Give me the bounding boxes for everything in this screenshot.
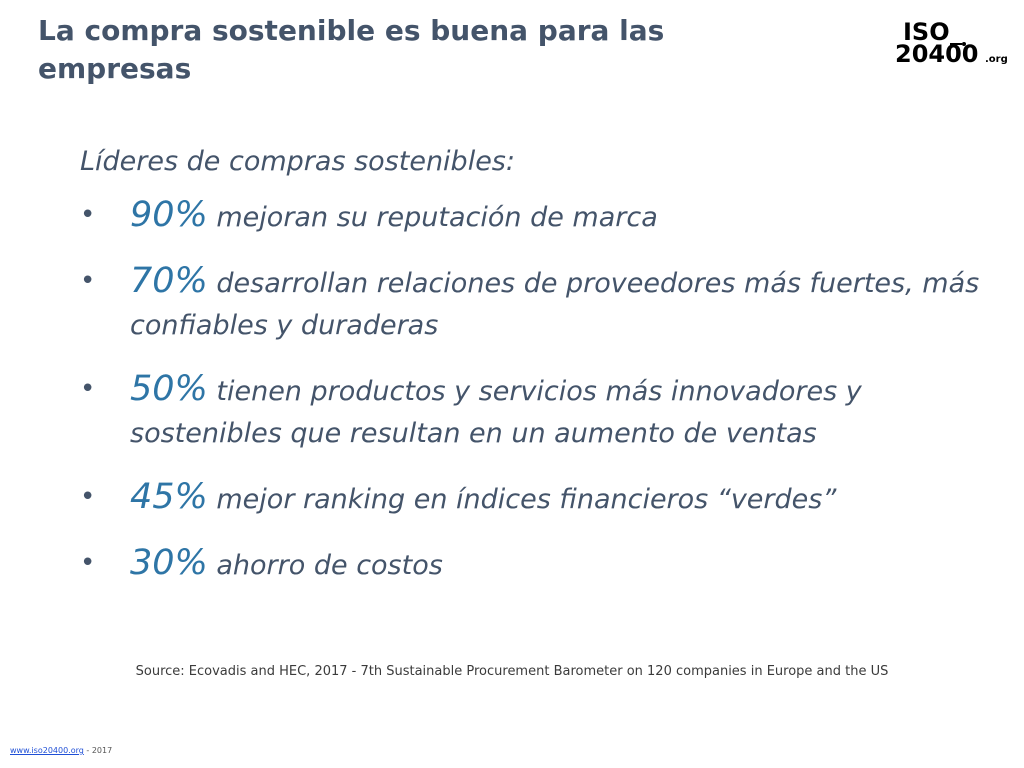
iso20400-logo-graphic: ISO 20400 .org (895, 18, 1008, 68)
bullet-text: mejor ranking en índices financieros “ve… (207, 484, 837, 515)
logo-connector-dot (962, 42, 966, 46)
logo-suffix: .org (985, 54, 1008, 65)
footer-link[interactable]: www.iso20400.org (10, 746, 84, 755)
bullet-marker: • (80, 374, 96, 404)
bullet-percent: 45% (130, 477, 208, 517)
bullet-percent: 30% (130, 543, 208, 583)
footer: www.iso20400.org - 2017 (10, 746, 112, 755)
bullet-text: ahorro de costos (207, 550, 443, 581)
bullet-item: • 50% tienen productos y servicios más i… (80, 368, 980, 455)
logo-line1: ISO (903, 18, 950, 46)
bullet-item: • 30% ahorro de costos (80, 542, 980, 587)
bullet-text: mejoran su reputación de marca (207, 202, 658, 233)
bullet-marker: • (80, 266, 96, 296)
footer-year: - 2017 (83, 746, 113, 755)
bullet-text: tienen productos y servicios más innovad… (130, 376, 862, 449)
iso20400-logo: ISO 20400 .org (893, 16, 1008, 68)
bullet-item: • 45% mejor ranking en índices financier… (80, 476, 980, 521)
bullet-marker: • (80, 482, 96, 512)
bullet-marker: • (80, 548, 96, 578)
slide-title: La compra sostenible es buena para las e… (38, 14, 665, 85)
slide-content: Líderes de compras sostenibles: • 90% me… (80, 142, 980, 608)
bullet-item: • 90% mejoran su reputación de marca (80, 194, 980, 239)
bullet-text: desarrollan relaciones de proveedores má… (130, 268, 980, 341)
source-citation: Source: Ecovadis and HEC, 2017 - 7th Sus… (135, 664, 889, 679)
bullet-percent: 90% (130, 195, 208, 235)
bullet-percent: 50% (130, 369, 208, 409)
bullet-percent: 70% (130, 261, 208, 301)
subheading: Líderes de compras sostenibles: (80, 146, 515, 177)
bullet-item: • 70% desarrollan relaciones de proveedo… (80, 260, 980, 347)
bullet-list: • 90% mejoran su reputación de marca • 7… (80, 194, 980, 587)
bullet-marker: • (80, 200, 96, 230)
